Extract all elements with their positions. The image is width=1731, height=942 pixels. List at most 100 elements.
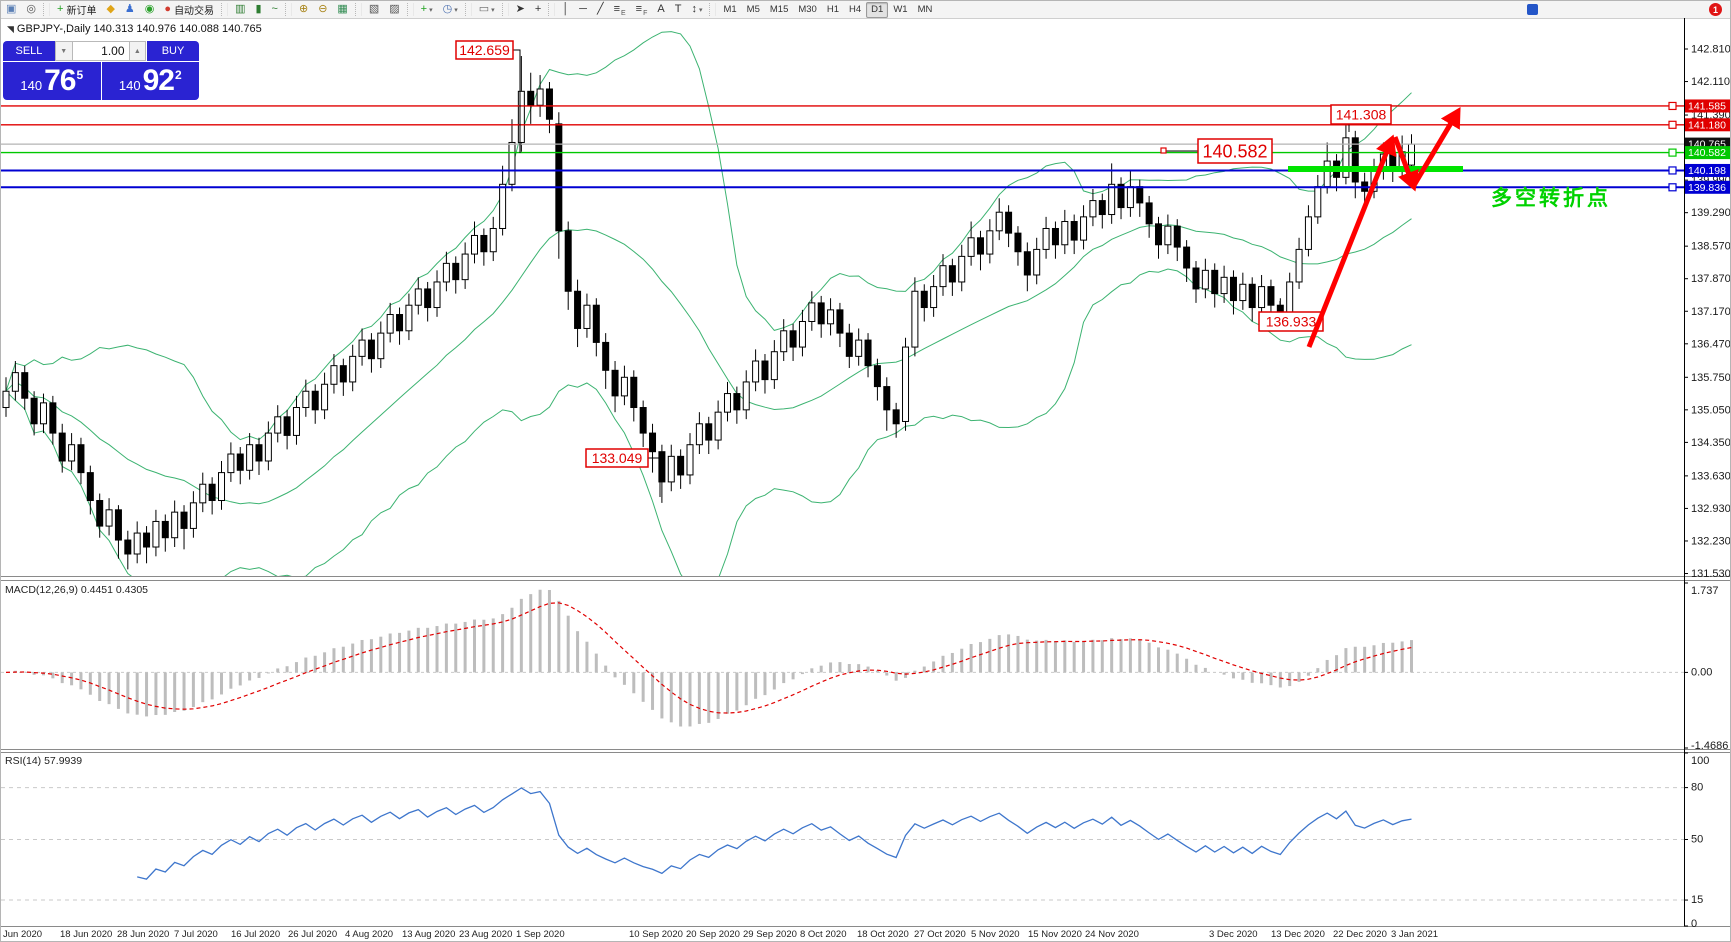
price-tick-label: 132.230 xyxy=(1691,535,1731,547)
bar-chart-icon[interactable]: ▥ xyxy=(231,1,249,18)
cursor-tool-icon: ➤ xyxy=(515,3,525,15)
timeframe-button-m1[interactable]: M1 xyxy=(723,4,737,15)
crosshair-tool-icon[interactable]: + xyxy=(531,1,545,18)
timeframe-button-d1[interactable]: D1 xyxy=(866,1,889,18)
price-tick-label: 132.930 xyxy=(1691,503,1731,515)
candle-body xyxy=(789,330,797,348)
price-badge-label: 139.836 xyxy=(1688,182,1726,194)
fibonacci-tool-icon[interactable]: ≡ F xyxy=(632,1,652,18)
rsi-layer xyxy=(137,787,1412,880)
candle-body xyxy=(995,211,1003,232)
volume-decrease-button[interactable]: ▼ xyxy=(54,41,73,61)
vertical-line-tool-icon[interactable]: │ xyxy=(558,1,573,18)
candle-body xyxy=(517,90,525,143)
volume-increase-button[interactable]: ▲ xyxy=(128,41,147,61)
add-indicator-icon: + xyxy=(420,3,428,15)
candle-body xyxy=(330,365,338,385)
zoom-in-icon[interactable]: ⊕ xyxy=(295,1,312,18)
rsi-label: RSI(14) 57.9939 xyxy=(5,755,82,767)
horizontal-line-tool-icon[interactable]: ─ xyxy=(575,1,591,18)
candle-body xyxy=(367,339,375,360)
volume-input[interactable] xyxy=(72,41,129,61)
dropdown-arrow-icon: ▾ xyxy=(698,6,703,14)
candle-body xyxy=(114,509,122,541)
chart-shift-icon: ▨ xyxy=(389,3,400,15)
toolbar-separator xyxy=(501,3,509,16)
sell-price-button[interactable]: 140 76 5 xyxy=(3,62,101,100)
template-icon[interactable]: ▭ ▾ xyxy=(475,1,499,18)
timeframe-button-w1[interactable]: W1 xyxy=(893,4,908,15)
timeframe-button-m30[interactable]: M30 xyxy=(798,4,817,15)
candle-body xyxy=(414,288,422,306)
alert-badge[interactable]: 1 xyxy=(1709,3,1722,16)
timeframe-button-m5[interactable]: M5 xyxy=(746,4,760,15)
candle-body xyxy=(967,237,975,257)
community-icon[interactable]: ♟ xyxy=(121,1,139,18)
candle-body xyxy=(49,402,57,434)
candle-body xyxy=(124,539,132,555)
vertical-line-tool-icon: │ xyxy=(562,3,570,15)
rsi-axis-label: 80 xyxy=(1691,782,1703,794)
thick-green-level-bar xyxy=(1288,166,1463,172)
profiles-icon[interactable]: ◎ xyxy=(22,1,40,18)
candle-body xyxy=(433,281,441,309)
candle-body xyxy=(2,390,10,409)
new-window-icon[interactable]: ▣ xyxy=(2,1,20,18)
timeframe-button-m15[interactable]: M15 xyxy=(769,4,789,15)
horizontal-lines-layer[interactable] xyxy=(1,101,1684,192)
tile-windows-icon[interactable]: ▦ xyxy=(333,1,351,18)
candle-body xyxy=(1051,227,1059,246)
new-order-button-label: 新订单 xyxy=(66,6,97,17)
price-tick-label: 142.110 xyxy=(1691,76,1730,88)
candle-body xyxy=(58,432,66,462)
auto-scroll-icon[interactable]: ▧ xyxy=(365,1,383,18)
tile-windows-icon: ▦ xyxy=(337,3,348,15)
chart-area[interactable]: 142.810142.110141.390139.990139.290138.5… xyxy=(1,18,1731,942)
timeframe-button-h4[interactable]: H4 xyxy=(849,4,862,15)
text-label-tool-icon[interactable]: T xyxy=(671,1,686,18)
zoom-out-icon[interactable]: ⊖ xyxy=(314,1,331,18)
channel-tool-icon: ≡ xyxy=(613,3,620,15)
period-icon[interactable]: ◷ ▾ xyxy=(439,1,462,18)
candle-body xyxy=(11,372,19,392)
text-tool-icon[interactable]: A xyxy=(653,1,668,18)
buy-price-button[interactable]: 140 92 2 xyxy=(101,62,199,100)
line-chart-icon[interactable]: ~ xyxy=(268,1,282,18)
candle-body xyxy=(377,332,385,360)
candle-body xyxy=(133,532,141,555)
cursor-tool-icon[interactable]: ➤ xyxy=(512,1,529,18)
rsi-axis-label: 0 xyxy=(1691,918,1697,930)
candle-body xyxy=(236,453,244,471)
toolbar-separator xyxy=(43,3,51,16)
chart-shift-icon[interactable]: ▨ xyxy=(385,1,403,18)
timeframe-button-h1[interactable]: H1 xyxy=(826,4,839,15)
add-indicator-icon[interactable]: + ▾ xyxy=(417,1,437,18)
candle-body xyxy=(480,234,488,253)
arrows-tool-icon[interactable]: ↕ ▾ xyxy=(687,1,706,18)
timeframe-button-mn[interactable]: MN xyxy=(917,4,933,15)
rsi-axis-label: 50 xyxy=(1691,834,1703,846)
autotrading-button[interactable]: ● 自动交易 xyxy=(160,1,218,18)
sell-button[interactable]: SELL xyxy=(3,41,55,61)
price-tick-label: 139.290 xyxy=(1691,207,1731,219)
bar-chart-icon: ▥ xyxy=(235,3,246,15)
candle-body xyxy=(808,302,816,322)
channel-tool-icon[interactable]: ≡ E xyxy=(610,1,630,18)
new-order-button[interactable]: + 新订单 xyxy=(53,1,100,18)
candle-body xyxy=(1080,216,1088,241)
candle-body xyxy=(939,265,947,288)
eraser-icon[interactable]: ◆ xyxy=(102,1,118,18)
trendline-tool-icon[interactable]: ╱ xyxy=(593,1,608,18)
date-label: 13 Dec 2020 xyxy=(1271,929,1325,940)
candle-body xyxy=(1239,283,1247,302)
buy-button[interactable]: BUY xyxy=(147,41,199,61)
candle-body xyxy=(1351,137,1359,183)
price-tick-label: 131.530 xyxy=(1691,568,1731,580)
candlestick-chart-icon[interactable]: ▮ xyxy=(251,1,265,18)
candle-body xyxy=(592,304,600,343)
chat-icon[interactable] xyxy=(1527,4,1538,15)
price-badge-label: 140.582 xyxy=(1688,147,1726,159)
autotrading-button: ● xyxy=(164,3,172,15)
candle-body xyxy=(264,432,272,462)
signals-icon[interactable]: ◉ xyxy=(141,1,159,18)
